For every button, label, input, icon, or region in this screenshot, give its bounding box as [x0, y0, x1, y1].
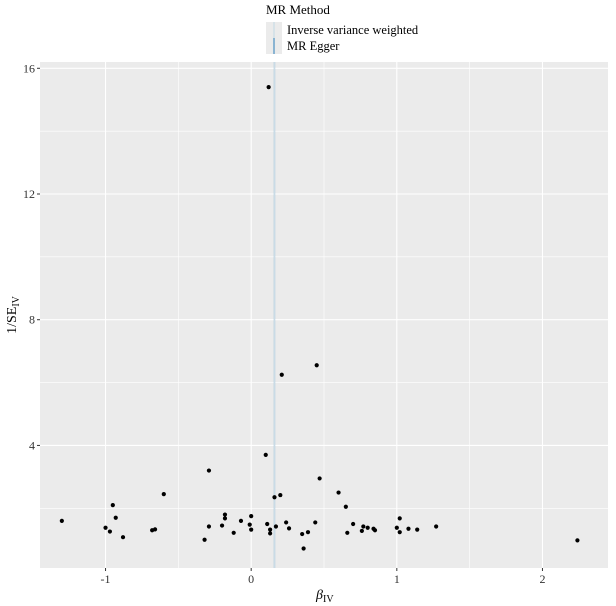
data-point: [359, 528, 364, 534]
x-axis-title-main: β: [315, 588, 323, 603]
data-point: [222, 512, 228, 517]
data-point: [336, 490, 341, 495]
data-point: [265, 521, 270, 527]
x-axis-title: βIV: [315, 588, 334, 605]
data-point: [273, 524, 279, 529]
y-axis-title-sub: IV: [11, 295, 22, 306]
grid-major: [40, 62, 608, 568]
data-point: [300, 531, 305, 537]
legend-title: MR Method: [266, 2, 330, 17]
data-point: [278, 492, 283, 498]
data-point: [59, 518, 64, 523]
data-point: [394, 525, 399, 530]
data-point: [249, 527, 254, 532]
data-point: [268, 527, 273, 532]
data-point: [202, 537, 207, 542]
data-point: [113, 515, 118, 520]
x-tick-label: 1: [394, 572, 400, 586]
data-point: [222, 516, 228, 521]
data-point: [231, 530, 236, 535]
data-point: [361, 524, 366, 529]
data-point: [365, 525, 370, 530]
data-point: [575, 538, 580, 543]
y-tick-label: 16: [23, 61, 35, 75]
data-point: [247, 522, 252, 527]
data-point: [305, 530, 311, 535]
data-point: [434, 524, 439, 529]
y-tick-label: 12: [23, 187, 35, 201]
x-axis: -1 0 1 2: [101, 568, 545, 586]
x-tick-label: -1: [101, 572, 111, 586]
data-point: [406, 526, 411, 531]
data-point: [206, 468, 212, 473]
legend: MR Method Inverse variance weighted MR Eg…: [266, 2, 419, 54]
data-point: [415, 527, 420, 532]
data-point: [268, 531, 273, 536]
legend-label: Inverse variance weighted: [287, 23, 419, 37]
data-point: [314, 363, 319, 368]
data-point: [284, 520, 289, 525]
data-points: [59, 85, 580, 551]
data-point: [103, 525, 108, 530]
y-axis-title-main: 1/SE: [5, 307, 20, 334]
data-point: [161, 492, 166, 497]
data-point: [397, 530, 402, 535]
data-point: [286, 526, 292, 531]
x-tick-label: 2: [539, 572, 545, 586]
data-point: [313, 520, 318, 525]
data-point: [272, 495, 277, 500]
data-point: [397, 516, 402, 521]
x-axis-title-sub: IV: [323, 594, 334, 605]
data-point: [343, 504, 348, 509]
legend-label: MR Egger: [287, 39, 340, 53]
data-point: [107, 529, 113, 534]
grid-minor: [40, 62, 608, 568]
data-point: [238, 518, 244, 523]
data-point: [317, 476, 322, 481]
data-point: [266, 85, 271, 90]
y-tick-label: 4: [29, 438, 35, 452]
data-point: [120, 535, 126, 540]
data-point: [351, 521, 356, 527]
data-point: [150, 528, 155, 533]
data-point: [279, 372, 284, 377]
y-tick-label: 8: [29, 313, 35, 327]
y-axis: 4 8 12 16: [23, 61, 40, 452]
data-point: [206, 524, 212, 529]
data-point: [219, 523, 225, 528]
y-axis-title: 1/SEIV: [5, 295, 22, 334]
data-point: [372, 528, 378, 533]
data-point: [345, 530, 350, 535]
data-point: [263, 452, 268, 457]
data-point: [110, 503, 115, 508]
data-point: [249, 514, 254, 519]
data-point: [301, 546, 306, 551]
x-tick-label: 0: [248, 572, 254, 586]
